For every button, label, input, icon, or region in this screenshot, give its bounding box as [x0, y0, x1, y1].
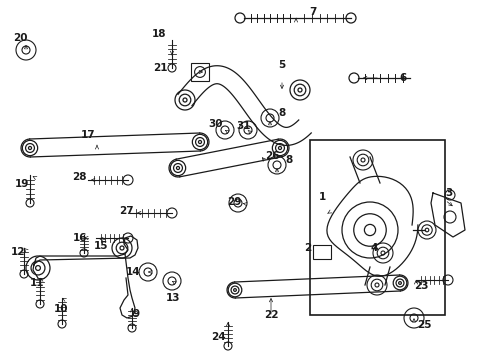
Text: 20: 20: [13, 33, 27, 43]
Text: 14: 14: [126, 267, 140, 277]
Text: 10: 10: [54, 304, 68, 314]
Text: 6: 6: [399, 73, 407, 83]
Text: 31: 31: [237, 121, 251, 131]
Text: 7: 7: [309, 7, 317, 17]
Text: 12: 12: [11, 247, 25, 257]
Text: 19: 19: [15, 179, 29, 189]
Text: 29: 29: [227, 197, 241, 207]
Text: 3: 3: [445, 188, 453, 198]
Text: 26: 26: [265, 151, 279, 161]
Bar: [313, 245, 331, 259]
Text: 13: 13: [166, 293, 180, 303]
Text: 28: 28: [72, 172, 86, 182]
Text: 5: 5: [278, 60, 286, 70]
Text: 4: 4: [370, 243, 378, 253]
Text: 21: 21: [153, 63, 167, 73]
Text: 9: 9: [132, 309, 140, 319]
Text: 24: 24: [211, 332, 225, 342]
Text: 27: 27: [119, 206, 133, 216]
Text: 2: 2: [304, 243, 312, 253]
Text: 8: 8: [285, 155, 293, 165]
Text: 8: 8: [278, 108, 286, 118]
Text: 1: 1: [318, 192, 326, 202]
Text: 30: 30: [209, 119, 223, 129]
Text: 17: 17: [81, 130, 96, 140]
Text: 23: 23: [414, 281, 428, 291]
Text: 16: 16: [73, 233, 87, 243]
Text: 18: 18: [152, 29, 166, 39]
Text: 11: 11: [30, 278, 44, 288]
Text: 25: 25: [417, 320, 431, 330]
Text: 15: 15: [94, 241, 108, 251]
Bar: [310, 140, 445, 315]
Text: 22: 22: [264, 310, 278, 320]
